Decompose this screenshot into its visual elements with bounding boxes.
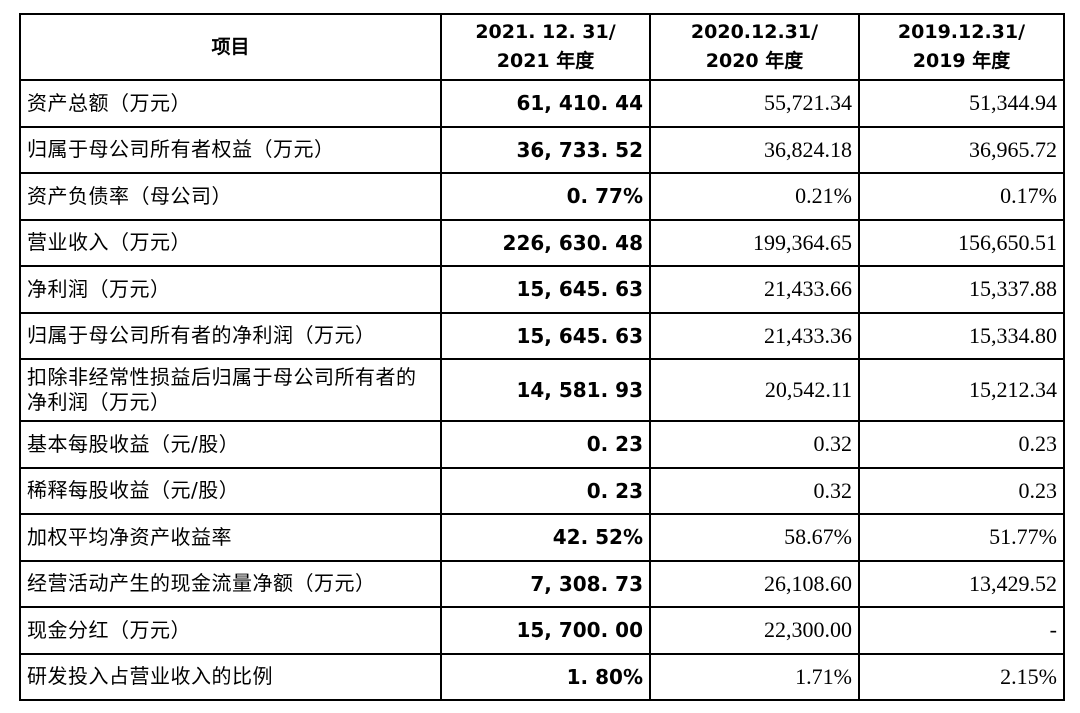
value-2020: 26,108.60 bbox=[649, 559, 860, 608]
value-2021: 1. 80% bbox=[440, 652, 651, 701]
table-row: 现金分红（万元） 15, 700. 00 22,300.00 - bbox=[19, 606, 1065, 655]
value-2020: 0.32 bbox=[649, 420, 860, 469]
value-2021: 42. 52% bbox=[440, 513, 651, 562]
value-2021: 0. 77% bbox=[440, 172, 651, 221]
value-2019: 51,344.94 bbox=[858, 79, 1065, 128]
value-2020: 58.67% bbox=[649, 513, 860, 562]
value-2019: 51.77% bbox=[858, 513, 1065, 562]
value-2020: 20,542.11 bbox=[649, 358, 860, 422]
row-label: 基本每股收益（元/股） bbox=[19, 420, 442, 469]
value-2020: 0.32 bbox=[649, 466, 860, 515]
value-2020: 199,364.65 bbox=[649, 218, 860, 267]
row-label: 扣除非经常性损益后归属于母公司所有者的净利润（万元） bbox=[19, 358, 442, 422]
table-row: 净利润（万元） 15, 645. 63 21,433.66 15,337.88 bbox=[19, 265, 1065, 314]
value-2019: 15,337.88 bbox=[858, 265, 1065, 314]
value-2019: 0.17% bbox=[858, 172, 1065, 221]
table-row: 研发投入占营业收入的比例 1. 80% 1.71% 2.15% bbox=[19, 652, 1065, 701]
value-2021: 15, 700. 00 bbox=[440, 606, 651, 655]
value-2021: 36, 733. 52 bbox=[440, 125, 651, 174]
value-2021: 14, 581. 93 bbox=[440, 358, 651, 422]
value-2019: 2.15% bbox=[858, 652, 1065, 701]
value-2019: 0.23 bbox=[858, 466, 1065, 515]
value-2021: 15, 645. 63 bbox=[440, 311, 651, 360]
value-2021: 0. 23 bbox=[440, 466, 651, 515]
value-2019: 15,334.80 bbox=[858, 311, 1065, 360]
row-label: 加权平均净资产收益率 bbox=[19, 513, 442, 562]
financial-data-table: 项目 2021. 12. 31/ 2021 年度 2020.12.31/ 202… bbox=[19, 13, 1065, 701]
value-2021: 0. 23 bbox=[440, 420, 651, 469]
table-row: 资产负债率（母公司） 0. 77% 0.21% 0.17% bbox=[19, 172, 1065, 221]
table-row: 归属于母公司所有者的净利润（万元） 15, 645. 63 21,433.36 … bbox=[19, 311, 1065, 360]
header-2019: 2019.12.31/ 2019 年度 bbox=[858, 13, 1065, 81]
table-row: 稀释每股收益（元/股） 0. 23 0.32 0.23 bbox=[19, 466, 1065, 515]
table-row: 加权平均净资产收益率 42. 52% 58.67% 51.77% bbox=[19, 513, 1065, 562]
value-2020: 21,433.66 bbox=[649, 265, 860, 314]
value-2020: 36,824.18 bbox=[649, 125, 860, 174]
row-label: 研发投入占营业收入的比例 bbox=[19, 652, 442, 701]
value-2019: 156,650.51 bbox=[858, 218, 1065, 267]
value-2020: 22,300.00 bbox=[649, 606, 860, 655]
value-2019: 0.23 bbox=[858, 420, 1065, 469]
value-2020: 0.21% bbox=[649, 172, 860, 221]
table-row: 扣除非经常性损益后归属于母公司所有者的净利润（万元） 14, 581. 93 2… bbox=[19, 358, 1065, 422]
table-row: 经营活动产生的现金流量净额（万元） 7, 308. 73 26,108.60 1… bbox=[19, 559, 1065, 608]
value-2020: 21,433.36 bbox=[649, 311, 860, 360]
value-2020: 55,721.34 bbox=[649, 79, 860, 128]
value-2019: 15,212.34 bbox=[858, 358, 1065, 422]
header-2021: 2021. 12. 31/ 2021 年度 bbox=[440, 13, 651, 81]
row-label: 归属于母公司所有者权益（万元） bbox=[19, 125, 442, 174]
header-item: 项目 bbox=[19, 13, 442, 81]
value-2019: - bbox=[858, 606, 1065, 655]
value-2021: 7, 308. 73 bbox=[440, 559, 651, 608]
header-row: 项目 2021. 12. 31/ 2021 年度 2020.12.31/ 202… bbox=[19, 13, 1065, 81]
row-label: 资产负债率（母公司） bbox=[19, 172, 442, 221]
row-label: 现金分红（万元） bbox=[19, 606, 442, 655]
header-2020: 2020.12.31/ 2020 年度 bbox=[649, 13, 860, 81]
row-label: 归属于母公司所有者的净利润（万元） bbox=[19, 311, 442, 360]
row-label: 营业收入（万元） bbox=[19, 218, 442, 267]
table-row: 营业收入（万元） 226, 630. 48 199,364.65 156,650… bbox=[19, 218, 1065, 267]
table-row: 资产总额（万元） 61, 410. 44 55,721.34 51,344.94 bbox=[19, 79, 1065, 128]
table-row: 归属于母公司所有者权益（万元） 36, 733. 52 36,824.18 36… bbox=[19, 125, 1065, 174]
value-2019: 13,429.52 bbox=[858, 559, 1065, 608]
value-2021: 226, 630. 48 bbox=[440, 218, 651, 267]
value-2021: 61, 410. 44 bbox=[440, 79, 651, 128]
row-label: 净利润（万元） bbox=[19, 265, 442, 314]
value-2019: 36,965.72 bbox=[858, 125, 1065, 174]
row-label: 资产总额（万元） bbox=[19, 79, 442, 128]
row-label: 稀释每股收益（元/股） bbox=[19, 466, 442, 515]
table-row: 基本每股收益（元/股） 0. 23 0.32 0.23 bbox=[19, 420, 1065, 469]
value-2021: 15, 645. 63 bbox=[440, 265, 651, 314]
row-label: 经营活动产生的现金流量净额（万元） bbox=[19, 559, 442, 608]
value-2020: 1.71% bbox=[649, 652, 860, 701]
